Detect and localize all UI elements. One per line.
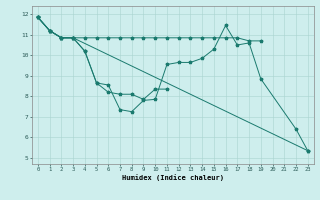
X-axis label: Humidex (Indice chaleur): Humidex (Indice chaleur) <box>122 174 224 181</box>
